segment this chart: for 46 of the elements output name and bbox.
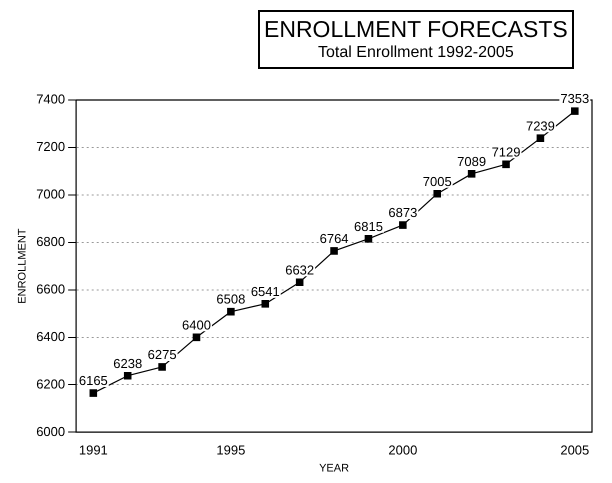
point <box>261 300 270 308</box>
data-label: 6165 <box>78 373 108 388</box>
y-tick-label: 6800 <box>36 234 66 249</box>
y-tick-label: 7200 <box>36 139 66 154</box>
point <box>124 372 132 380</box>
data-label: 7005 <box>422 174 452 189</box>
point <box>502 160 510 168</box>
point <box>364 235 372 243</box>
point <box>158 363 166 371</box>
chart-subtitle: Total Enrollment 1992-2005 <box>317 44 515 62</box>
y-axis-title: ENROLLMENT <box>16 228 29 304</box>
chart-title: ENROLLMENT FORECASTS <box>263 15 569 44</box>
point <box>571 107 579 115</box>
x-tick-label: 1995 <box>216 442 246 458</box>
y-tick-label: 6400 <box>36 328 66 344</box>
data-label: 6275 <box>148 347 177 362</box>
point <box>468 170 476 178</box>
point <box>192 334 200 342</box>
data-label: 6873 <box>388 205 418 220</box>
x-tick-label: 2000 <box>388 442 418 458</box>
y-tick-label: 6000 <box>36 424 66 439</box>
y-tick-label: 6200 <box>36 376 66 392</box>
point <box>90 389 98 397</box>
point <box>296 278 304 286</box>
data-label: 6815 <box>354 218 383 234</box>
x-axis-title: YEAR <box>319 462 350 474</box>
point <box>433 190 442 198</box>
data-label: 6632 <box>285 262 314 278</box>
y-tick-label: 6600 <box>36 281 66 296</box>
point <box>399 221 407 229</box>
data-label: 6238 <box>113 356 142 371</box>
data-label: 6764 <box>320 230 349 246</box>
data-label: 7353 <box>560 91 590 106</box>
data-label: 7089 <box>457 154 486 169</box>
point <box>536 134 544 142</box>
point <box>227 308 235 316</box>
data-label: 6508 <box>216 292 246 307</box>
x-tick-label: 2005 <box>560 442 590 458</box>
data-label: 6400 <box>182 317 211 332</box>
point <box>330 247 338 255</box>
y-tick-label: 7000 <box>36 186 66 202</box>
y-tick-label: 7400 <box>36 92 66 107</box>
x-tick-label: 1991 <box>78 442 108 458</box>
data-label: 7129 <box>492 144 520 160</box>
data-label: 7239 <box>526 118 555 134</box>
data-label: 6541 <box>250 284 280 299</box>
